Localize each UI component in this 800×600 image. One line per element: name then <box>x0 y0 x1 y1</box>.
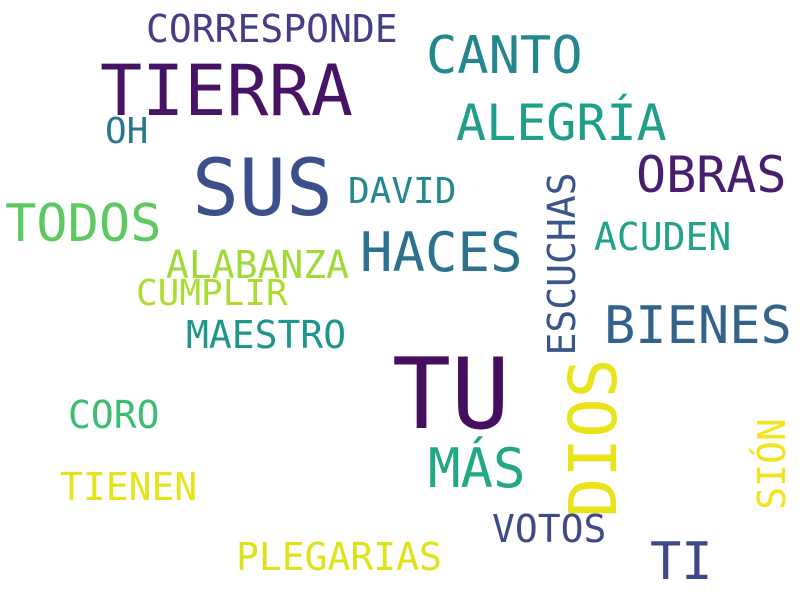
word-haces: HACES <box>360 221 523 284</box>
word-tierra: TIERRA <box>100 50 353 132</box>
word-tu: TU <box>392 338 511 452</box>
word-todos: TODOS <box>5 194 162 254</box>
word-corresponde: CORRESPONDE <box>146 7 398 51</box>
word-sion: SIÓN <box>750 418 794 510</box>
word-dios: DIOS <box>555 358 632 518</box>
word-coro: CORO <box>68 393 160 437</box>
word-plegarias: PLEGARIAS <box>236 535 442 579</box>
word-ti: TI <box>650 532 713 592</box>
word-david: DAVID <box>348 171 457 212</box>
word-maestro: MAESTRO <box>186 313 347 357</box>
word-obras: OBRAS <box>636 146 787 204</box>
word-cumplir: CUMPLIR <box>136 273 288 314</box>
word-bienes: BIENES <box>604 296 792 356</box>
word-acuden: ACUDEN <box>594 215 732 259</box>
word-sus: SUS <box>192 144 333 234</box>
word-tienen: TIENEN <box>60 465 198 509</box>
word-escuchas: ESCUCHAS <box>540 172 584 356</box>
word-alabanza: ALABANZA <box>166 243 350 287</box>
word-canto: CANTO <box>426 26 583 86</box>
word-alegria: ALEGRÍA <box>456 94 667 152</box>
word-mas: MÁS <box>428 437 526 500</box>
word-votos: VOTOS <box>492 507 607 551</box>
word-oh: OH <box>105 111 149 152</box>
